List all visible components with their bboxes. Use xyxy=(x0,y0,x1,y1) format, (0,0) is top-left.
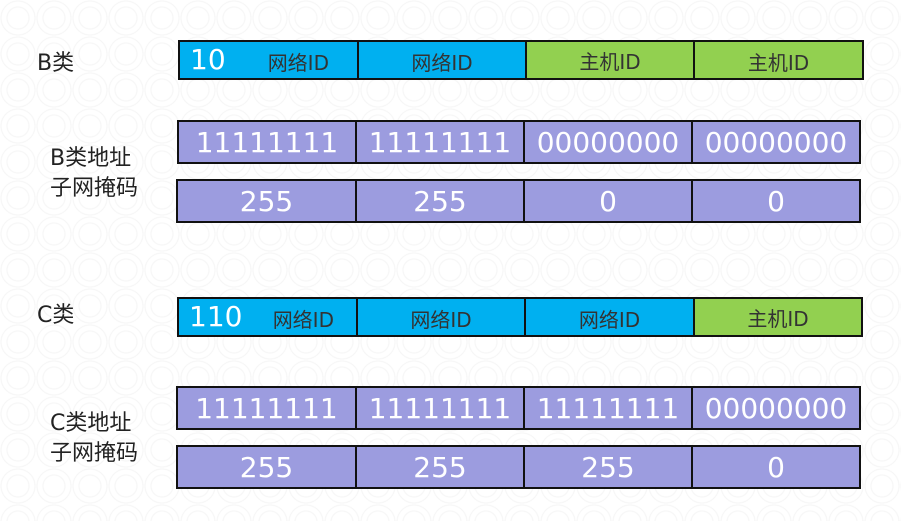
class-c-header-text-1: 网络ID xyxy=(272,308,334,332)
class-c-decimal-2: 255 xyxy=(355,445,525,489)
class-b-header-cell-3: 主机ID xyxy=(525,40,695,80)
class-b-mask-label-line2: 子网掩码 xyxy=(50,176,139,201)
class-b-prefix: 10 xyxy=(190,42,226,76)
class-c-label: C类 xyxy=(37,303,75,328)
class-b-decimal-1: 255 xyxy=(176,179,357,223)
class-c-binary-4: 00000000 xyxy=(691,386,861,430)
class-b-header-text-1: 网络ID xyxy=(267,51,329,75)
class-b-binary-4: 00000000 xyxy=(691,120,861,164)
class-c-decimal-1: 255 xyxy=(176,445,357,489)
class-c-header-cell-1: 110 网络ID xyxy=(177,297,358,337)
class-b-header-text-2: 网络ID xyxy=(411,51,473,75)
class-c-binary-3: 11111111 xyxy=(523,386,693,430)
class-b-decimal-3: 0 xyxy=(523,179,693,223)
class-b-header-cell-4: 主机ID xyxy=(693,40,864,80)
class-c-decimal-4: 0 xyxy=(691,445,861,489)
class-c-header-text-3: 网络ID xyxy=(578,308,641,332)
class-b-binary-2: 11111111 xyxy=(355,120,525,164)
class-c-header-text-2: 网络ID xyxy=(410,308,472,332)
class-b-label: B类 xyxy=(37,51,75,76)
class-c-header-cell-3: 网络ID xyxy=(524,297,695,337)
class-b-decimal-4: 0 xyxy=(691,179,861,223)
class-c-header-cell-4: 主机ID xyxy=(693,297,863,337)
class-b-header-cell-2: 网络ID xyxy=(357,40,527,80)
class-b-binary-3: 00000000 xyxy=(523,120,693,164)
class-c-prefix: 110 xyxy=(189,299,243,333)
class-c-header-cell-2: 网络ID xyxy=(356,297,526,337)
class-b-header-text-4: 主机ID xyxy=(747,51,810,75)
class-c-decimal-3: 255 xyxy=(523,445,693,489)
class-b-header-cell-1: 10 网络ID xyxy=(178,40,359,80)
class-b-header-text-3: 主机ID xyxy=(579,49,641,74)
class-c-mask-label-line1: C类地址 xyxy=(50,411,132,436)
class-c-binary-2: 11111111 xyxy=(355,386,525,430)
class-b-decimal-2: 255 xyxy=(355,179,525,223)
class-b-mask-label-line1: B类地址 xyxy=(50,146,132,171)
class-b-binary-1: 11111111 xyxy=(177,120,357,164)
class-c-mask-label-line2: 子网掩码 xyxy=(50,441,139,466)
class-c-binary-1: 11111111 xyxy=(176,386,357,430)
class-c-header-text-4: 主机ID xyxy=(747,306,809,331)
